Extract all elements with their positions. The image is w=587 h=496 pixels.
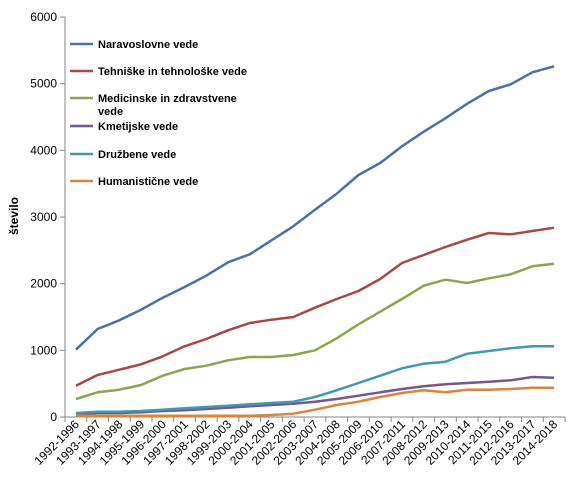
- legend-label: Tehniške in tehnološke vede: [98, 66, 247, 78]
- y-tick-label: 4000: [30, 143, 57, 157]
- series-lines: [75, 65, 555, 417]
- legend: Naravoslovne vede Tehniške in tehnološke …: [70, 39, 247, 188]
- y-tick-label: 1000: [30, 343, 57, 357]
- legend-label: Medicinske in zdravstvene vede: [98, 93, 237, 118]
- y-tick-label: 3000: [30, 210, 57, 224]
- legend-label: Kmetijske vede: [98, 121, 178, 133]
- y-tick-label: 5000: [30, 77, 57, 91]
- series-line: [75, 65, 555, 351]
- legend-label: Naravoslovne vede: [98, 39, 198, 51]
- y-axis-label: število: [7, 197, 21, 235]
- y-tick-label: 6000: [30, 10, 57, 24]
- y-tick-label: 0: [50, 410, 57, 424]
- series-line: [75, 262, 555, 401]
- series-line: [75, 375, 555, 416]
- series-line: [75, 386, 555, 417]
- axes: 01000200030004000500060001992-19961993-1…: [30, 10, 566, 468]
- series-line: [75, 226, 555, 387]
- legend-label: Humanistične vede: [98, 176, 198, 188]
- y-tick-label: 2000: [30, 277, 57, 291]
- legend-label: Družbene vede: [98, 149, 176, 161]
- series-line: [75, 345, 555, 415]
